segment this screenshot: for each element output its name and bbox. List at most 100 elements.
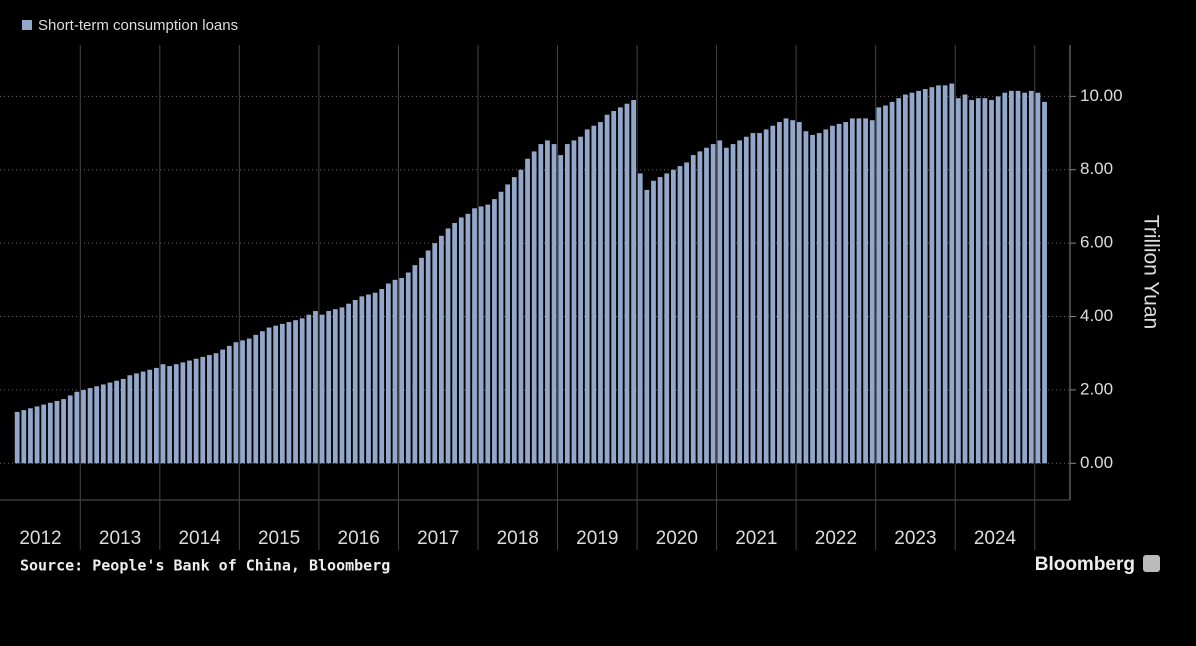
bar <box>140 371 146 464</box>
bar <box>777 122 782 464</box>
bar <box>684 162 690 464</box>
bar <box>644 189 650 464</box>
bar <box>823 129 829 464</box>
bar <box>843 122 849 464</box>
bar <box>505 184 511 464</box>
bar <box>41 404 47 464</box>
bar <box>810 134 815 464</box>
bar <box>21 410 27 464</box>
y-tick-label: 0.00 <box>1080 453 1113 472</box>
bar <box>836 123 842 464</box>
bar <box>770 125 776 464</box>
bar <box>525 158 530 464</box>
bar <box>670 169 676 464</box>
bar <box>909 92 915 464</box>
bar <box>47 402 53 464</box>
bar <box>936 85 941 464</box>
bar <box>54 400 60 464</box>
bar <box>260 331 265 464</box>
x-tick-label: 2013 <box>99 528 141 549</box>
legend-label: Short-term consumption loans <box>38 17 238 34</box>
bar <box>664 173 670 464</box>
y-tick-label: 10.00 <box>1080 86 1123 105</box>
bar <box>28 408 33 464</box>
bar <box>790 120 796 464</box>
bar <box>584 129 590 464</box>
bar <box>293 320 298 464</box>
y-tick-label: 8.00 <box>1080 159 1113 178</box>
bar <box>1002 92 1008 464</box>
bar <box>326 311 332 464</box>
bar <box>253 334 259 464</box>
bar <box>34 406 40 464</box>
bar <box>558 155 564 464</box>
bar <box>107 382 113 464</box>
bar <box>94 386 100 464</box>
bar <box>604 114 610 464</box>
bar <box>61 399 66 464</box>
bar <box>869 120 875 464</box>
bar <box>187 360 192 464</box>
bar <box>637 173 643 464</box>
bar <box>379 289 385 464</box>
bar <box>100 384 106 464</box>
bar <box>478 206 484 464</box>
bar <box>240 340 245 464</box>
bar <box>598 122 603 464</box>
bar <box>518 169 524 464</box>
x-tick-label: 2019 <box>576 528 618 549</box>
bar <box>352 300 358 464</box>
credit: Bloomberg <box>1035 554 1135 575</box>
bar <box>956 98 961 464</box>
bar <box>319 314 325 464</box>
bar <box>399 278 405 464</box>
bar <box>366 294 371 464</box>
bar <box>220 349 226 464</box>
x-tick-label: 2012 <box>19 528 61 549</box>
bar <box>359 296 365 464</box>
bar <box>1015 90 1021 464</box>
bar <box>299 318 305 464</box>
bar <box>889 101 895 464</box>
bar <box>173 364 179 464</box>
bar <box>538 144 544 464</box>
bar <box>989 100 994 464</box>
bar <box>167 366 173 464</box>
bar <box>246 338 252 464</box>
logo-icon <box>1143 555 1160 572</box>
bar <box>81 389 86 464</box>
bar <box>465 213 471 464</box>
bar <box>306 314 312 464</box>
bar <box>995 96 1001 464</box>
bar <box>412 265 418 464</box>
x-tick-label: 2021 <box>735 528 777 549</box>
x-tick-label: 2018 <box>497 528 539 549</box>
bar <box>134 373 139 464</box>
x-tick-label: 2014 <box>178 528 221 549</box>
y-tick-label: 6.00 <box>1080 233 1113 252</box>
bar <box>783 118 789 464</box>
bar <box>472 208 477 464</box>
bar <box>651 180 656 464</box>
bar <box>233 342 239 464</box>
bar <box>975 98 981 464</box>
bar <box>876 107 882 464</box>
bar <box>485 204 491 464</box>
bar <box>87 388 93 464</box>
bar <box>346 303 351 464</box>
bar <box>14 411 20 464</box>
bar <box>147 369 153 464</box>
bar <box>929 87 935 464</box>
x-tick-label: 2015 <box>258 528 300 549</box>
bar <box>631 100 636 464</box>
bar <box>67 395 73 464</box>
bar <box>816 133 822 464</box>
bar <box>796 122 802 464</box>
source: Source: People's Bank of China, Bloomber… <box>20 557 390 575</box>
bar <box>313 311 318 464</box>
bar <box>339 307 345 464</box>
bar <box>962 94 968 464</box>
bar <box>863 118 868 464</box>
bar <box>617 107 623 464</box>
